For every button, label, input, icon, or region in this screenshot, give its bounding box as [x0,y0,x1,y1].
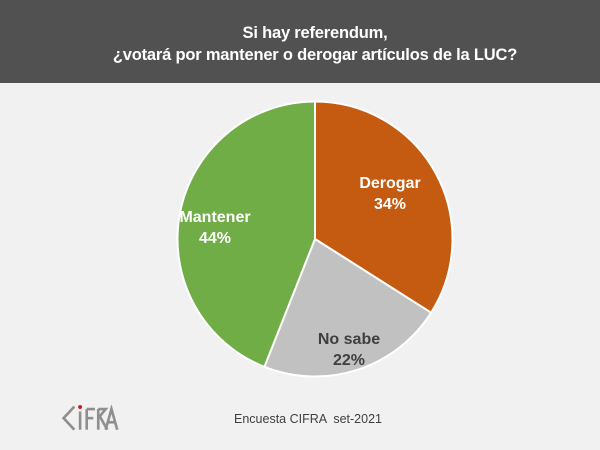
pie-slice-mantener [176,100,316,368]
chart-title-bar: Si hay referendum, ¿votará por mantener … [0,0,600,83]
cifra-logo [61,404,119,431]
logo-letter-r-bowl [97,407,109,419]
pie-chart [176,100,454,378]
source-caption: Encuesta CIFRA set-2021 [234,412,382,426]
pie-slice-no-sabe [263,238,433,378]
logo-letter-c [61,405,76,431]
chart-title-line2: ¿votará por mantener o derogar artículos… [112,45,518,64]
chart-title-line1: Si hay referendum, [242,24,388,42]
logo-letter-a [104,404,119,431]
logo-red-dot [78,405,83,409]
